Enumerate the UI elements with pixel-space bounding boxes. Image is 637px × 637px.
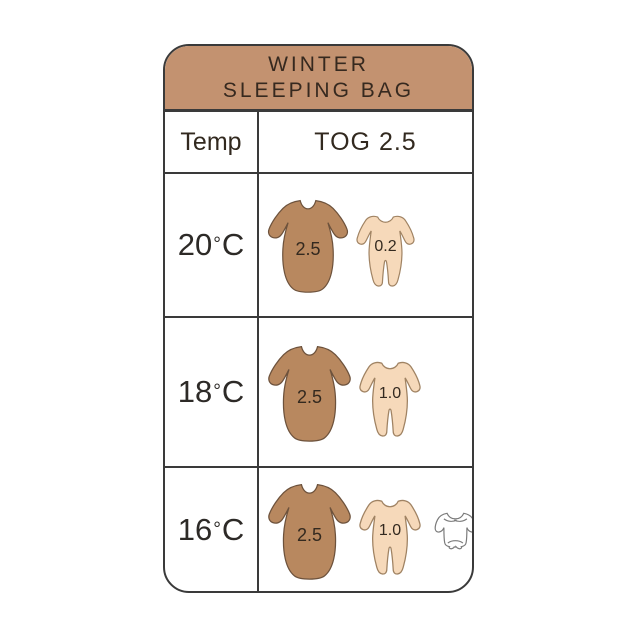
sleepsuit-icon: 1.0 (358, 356, 422, 440)
degree-symbol: ° (213, 381, 221, 402)
temperature-label: 20 ° C (165, 174, 259, 316)
sleeping-bag-icon: 2.5 (264, 482, 355, 582)
degree-symbol: ° (213, 234, 221, 255)
sleeping-bag-icon: 2.5 (264, 344, 355, 444)
temp-unit: C (221, 227, 245, 262)
sleepsuit-icon: 0.2 (355, 211, 416, 289)
card-header: WINTER SLEEPING BAG (165, 46, 472, 112)
temperature-label: 18 ° C (165, 318, 259, 466)
tog-value-label: 1.0 (378, 522, 402, 540)
temp-value: 18 (177, 374, 213, 409)
temp-unit: C (221, 374, 245, 409)
sleeping-bag-icon: 2.5 (264, 198, 352, 295)
tog-column-header: TOG 2.5 (314, 127, 417, 156)
bodysuit-graphic (432, 504, 474, 556)
temp-column-header: Temp (165, 112, 259, 172)
tog-value-label: 2.5 (296, 524, 323, 545)
table-row-18c: 18 ° C 2.5 1.0 (165, 318, 472, 468)
title-line-1: WINTER (268, 52, 369, 76)
sleepsuit-icon: 1.0 (358, 494, 422, 578)
table-row-20c: 20 ° C 2.5 0.2 (165, 174, 472, 318)
temp-value: 20 (177, 227, 213, 262)
tog-value-label: 1.0 (378, 384, 402, 402)
clothing-items: 2.5 0.2 (259, 174, 472, 316)
tog-value-label: 0.2 (374, 237, 397, 255)
clothing-items: 2.5 1.0 (259, 318, 472, 466)
column-header-row: Temp TOG 2.5 (165, 112, 472, 174)
tog-value-label: 2.5 (295, 239, 321, 260)
clothing-items: 2.5 1.0 (259, 468, 474, 591)
bodysuit-icon (432, 504, 474, 556)
table-row-16c: 16 ° C 2.5 1.0 (165, 468, 472, 591)
title-line-2: SLEEPING BAG (222, 78, 415, 102)
temp-value: 16 (177, 511, 213, 547)
temp-unit: C (221, 511, 245, 547)
tog-guide-card: WINTER SLEEPING BAG Temp TOG 2.5 20 ° C 2.… (163, 44, 474, 593)
temperature-label: 16 ° C (165, 468, 259, 591)
degree-symbol: ° (213, 518, 221, 540)
tog-value-label: 2.5 (296, 387, 323, 407)
